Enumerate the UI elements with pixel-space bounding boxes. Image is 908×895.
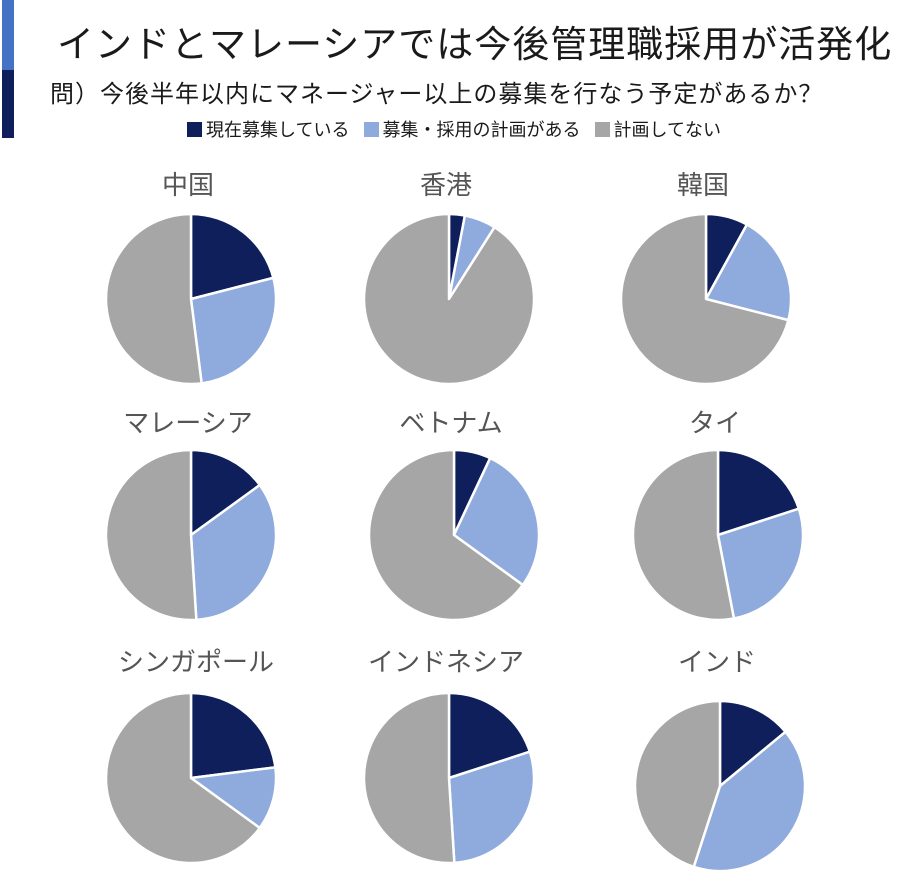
pie-1-slice-current (189, 212, 275, 301)
pie-4: マレーシア (104, 409, 278, 622)
pie-4-slice-planned (189, 483, 278, 622)
pie-7: シンガポール (104, 648, 278, 865)
pie-8-slice-current (447, 691, 532, 780)
pie-3: 韓国 (619, 171, 793, 386)
legend-item-planned: 募集・採用の計画がある (363, 116, 581, 142)
pie-1-slice-planned (189, 276, 278, 385)
pie-2: 香港 (362, 171, 536, 386)
pie-1: 中国 (104, 171, 278, 386)
pie-7-title: シンガポール (118, 648, 274, 678)
pie-6-slice-current (716, 448, 801, 537)
pie-1-slice-none (104, 212, 203, 386)
legend: 現在募集している 募集・採用の計画がある 計画してない (0, 116, 908, 142)
pie-8: インドネシア (362, 648, 536, 865)
pie-4-slice-current (189, 448, 262, 537)
legend-label-none: 計画してない (613, 120, 721, 141)
pie-9: インド (633, 648, 807, 873)
pie-3-slice-none (619, 212, 790, 386)
legend-swatch-current (187, 121, 203, 137)
legend-swatch-none (594, 121, 610, 137)
pie-5-slice-none (367, 448, 525, 622)
pie-6: タイ (631, 409, 805, 622)
pie-6-slice-planned (716, 507, 805, 620)
pie-8-title: インドネシア (368, 648, 524, 678)
legend-label-current: 現在募集している (206, 120, 350, 141)
pie-2-slice-none (362, 212, 536, 386)
title-accent-bar-bottom (2, 70, 14, 138)
pie-6-title: タイ (689, 409, 741, 439)
title-accent-bar-top (2, 0, 14, 70)
chart-title: インドとマレーシアでは今後管理職採用が活発化 (57, 23, 893, 66)
pie-5-slice-planned (452, 456, 541, 587)
pie-9-slice-planned (692, 730, 807, 873)
pie-1-title: 中国 (162, 171, 214, 201)
pie-5-title: ベトナム (399, 409, 502, 439)
pie-2-title: 香港 (420, 171, 472, 201)
pie-4-slice-none (104, 448, 198, 622)
pie-9-slice-current (718, 699, 787, 788)
pie-8-slice-none (362, 691, 456, 865)
pie-7-slice-none (104, 691, 262, 865)
pie-8-slice-planned (447, 750, 536, 865)
pie-3-slice-planned (704, 223, 793, 322)
legend-label-planned: 募集・採用の計画がある (382, 120, 581, 141)
pie-5: ベトナム (367, 409, 541, 622)
chart-subtitle: 問）今後半年以内にマネージャー以上の募集を行なう予定があるか？ (50, 80, 824, 108)
legend-item-current: 現在募集している (187, 116, 350, 142)
pie-7-slice-current (189, 691, 277, 780)
pie-4-title: マレーシア (123, 409, 252, 439)
legend-swatch-planned (363, 121, 379, 137)
pie-3-title: 韓国 (677, 171, 729, 201)
pie-9-slice-none (633, 699, 722, 869)
pie-6-slice-none (631, 448, 736, 622)
pie-9-title: インド (678, 648, 756, 678)
legend-item-none: 計画してない (594, 116, 721, 142)
